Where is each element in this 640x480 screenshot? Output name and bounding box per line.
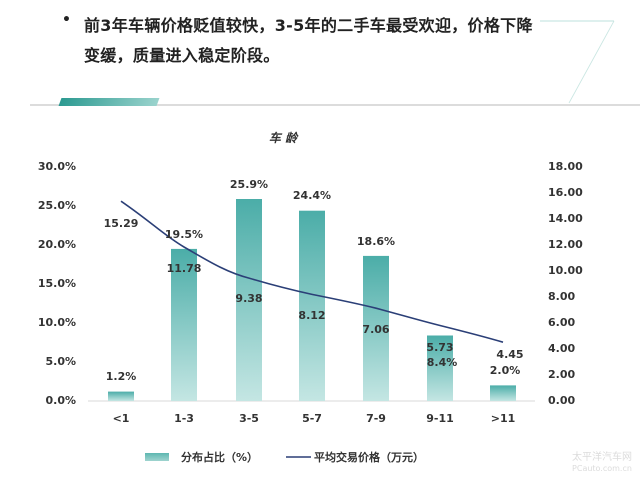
bar-label: 19.5% bbox=[165, 228, 203, 241]
left-tick: 10.0% bbox=[38, 316, 76, 329]
headline-line-2: 变缓，质量进入稳定阶段。 bbox=[84, 46, 280, 65]
bar-7-9 bbox=[363, 255, 389, 401]
right-tick: 12.00 bbox=[548, 238, 583, 251]
line-value-labels: 15.29 11.78 9.38 8.12 7.06 5.73 4.45 bbox=[104, 217, 524, 361]
legend-bar-swatch bbox=[145, 453, 169, 461]
line-label: 11.78 bbox=[167, 262, 202, 275]
line-label: 7.06 bbox=[362, 323, 389, 336]
watermark: 太平洋汽车网 PCauto.com.cn bbox=[572, 452, 632, 474]
watermark-line-2: PCauto.com.cn bbox=[572, 464, 632, 473]
bar-label: 18.6% bbox=[357, 235, 395, 248]
bar-9-11 bbox=[427, 335, 453, 401]
price-line bbox=[120, 200, 504, 343]
line-label: 5.73 bbox=[426, 341, 453, 354]
divider-rule bbox=[30, 104, 640, 106]
right-tick: 2.00 bbox=[548, 368, 575, 381]
category-label: <1 bbox=[113, 412, 130, 425]
right-tick: 16.00 bbox=[548, 186, 583, 199]
left-axis: 30.0% 25.0% 20.0% 15.0% 10.0% 5.0% 0.0% bbox=[38, 160, 76, 407]
category-label: 3-5 bbox=[239, 412, 259, 425]
headline-line-1: 前3年车辆价格贬值较快，3-5年的二手车最受欢迎，价格下降 bbox=[84, 16, 533, 35]
bar-3-5 bbox=[236, 199, 262, 401]
bullet-point: • bbox=[62, 12, 71, 28]
legend: 分布占比（%） 平均交易价格（万元） bbox=[145, 450, 424, 464]
bar-series bbox=[108, 199, 516, 401]
right-tick: 6.00 bbox=[548, 316, 575, 329]
left-tick: 20.0% bbox=[38, 238, 76, 251]
bar-label: 24.4% bbox=[293, 189, 331, 202]
left-tick: 15.0% bbox=[38, 277, 76, 290]
bar-label: 25.9% bbox=[230, 178, 268, 191]
bar-1-3 bbox=[171, 248, 197, 401]
bar-label: 2.0% bbox=[490, 364, 521, 377]
right-tick: 8.00 bbox=[548, 290, 575, 303]
category-label: 5-7 bbox=[302, 412, 322, 425]
watermark-line-1: 太平洋汽车网 bbox=[572, 452, 632, 463]
right-tick: 18.00 bbox=[548, 160, 583, 173]
category-label: >11 bbox=[491, 412, 516, 425]
right-axis: 18.00 16.00 14.00 12.00 10.00 8.00 6.00 … bbox=[548, 160, 583, 407]
line-label: 8.12 bbox=[298, 309, 325, 322]
bar-lt1 bbox=[108, 391, 134, 401]
line-label: 15.29 bbox=[104, 217, 139, 230]
right-tick: 10.00 bbox=[548, 264, 583, 277]
bar-label: 8.4% bbox=[427, 356, 458, 369]
decorative-frame-lines bbox=[540, 20, 615, 104]
line-label: 9.38 bbox=[235, 292, 262, 305]
left-tick: 25.0% bbox=[38, 199, 76, 212]
category-label: 7-9 bbox=[366, 412, 386, 425]
right-tick: 14.00 bbox=[548, 212, 583, 225]
right-tick: 0.00 bbox=[548, 394, 575, 407]
chart-title: 车 龄 bbox=[269, 131, 299, 145]
legend-bar-label: 分布占比（%） bbox=[181, 450, 258, 464]
left-tick: 0.0% bbox=[45, 394, 76, 407]
bar-5-7 bbox=[299, 210, 325, 401]
x-axis-categories: <1 1-3 3-5 5-7 7-9 9-11 >11 bbox=[113, 412, 516, 425]
category-label: 9-11 bbox=[426, 412, 454, 425]
line-label: 4.45 bbox=[496, 348, 523, 361]
bar-gt11 bbox=[490, 385, 516, 401]
left-tick: 5.0% bbox=[45, 355, 76, 368]
category-label: 1-3 bbox=[174, 412, 194, 425]
legend-line-label: 平均交易价格（万元） bbox=[314, 450, 424, 464]
right-tick: 4.00 bbox=[548, 342, 575, 355]
headline-block: • 前3年车辆价格贬值较快，3-5年的二手车最受欢迎，价格下降 变缓，质量进入稳… bbox=[0, 0, 640, 110]
bar-label: 1.2% bbox=[106, 370, 137, 383]
left-tick: 30.0% bbox=[38, 160, 76, 173]
bar-value-labels: 1.2% 19.5% 25.9% 24.4% 18.6% 8.4% 2.0% bbox=[106, 178, 521, 383]
